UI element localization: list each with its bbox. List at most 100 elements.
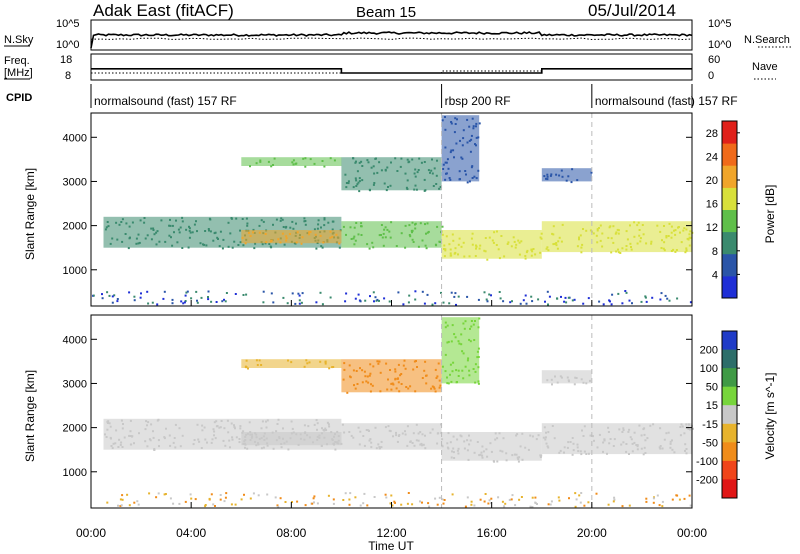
velocity-echo-band-speckle xyxy=(635,444,638,446)
power-echo-band-speckle xyxy=(295,222,297,225)
velocity-echo-band-speckle xyxy=(173,437,176,439)
velocity-echo-band-speckle xyxy=(414,390,417,393)
nave-label: Nave xyxy=(752,61,778,73)
velocity-echo-band-speckle xyxy=(276,423,279,425)
power-echo-band-speckle xyxy=(355,185,358,187)
near-range-speckle xyxy=(621,302,624,305)
power-echo-band-speckle xyxy=(595,234,598,237)
power-echo-band-speckle xyxy=(555,242,558,244)
power-echo-band-speckle xyxy=(436,159,438,162)
velocity-echo-band-speckle xyxy=(424,434,426,437)
power-echo-band-speckle xyxy=(321,160,324,162)
near-range-speckle xyxy=(547,303,549,306)
near-range-speckle xyxy=(451,493,454,496)
velocity-echo-band-speckle xyxy=(572,442,575,445)
power-echo-band-speckle xyxy=(475,136,478,139)
power-echo-band-speckle xyxy=(617,251,620,254)
colorbar-frame xyxy=(721,120,738,299)
velocity-echo-band-speckle xyxy=(150,423,153,426)
power-echo-band-speckle xyxy=(474,255,477,257)
power-echo-band-speckle xyxy=(275,218,278,221)
near-range-speckle xyxy=(362,502,365,505)
near-range-speckle xyxy=(128,291,131,294)
velocity-echo-band-speckle xyxy=(559,449,562,452)
velocity-echo-band-speckle xyxy=(438,379,441,382)
y-tick-label: 1000 xyxy=(63,265,87,277)
power-echo-band-speckle xyxy=(689,230,692,233)
power-echo-band-speckle xyxy=(512,236,515,239)
velocity-echo-band-speckle xyxy=(501,450,504,453)
velocity-echo-band-speckle xyxy=(265,426,268,429)
velocity-echo-band-speckle xyxy=(308,361,311,364)
power-echo-band-speckle xyxy=(459,178,461,181)
near-range-speckle xyxy=(473,504,476,507)
power-echo-band-speckle xyxy=(338,246,341,249)
near-range-speckle xyxy=(101,293,103,296)
velocity-echo-band-speckle xyxy=(201,424,204,427)
velocity-echo-band-speckle xyxy=(622,441,625,444)
power-echo-band-speckle xyxy=(581,243,584,246)
near-range-speckle xyxy=(442,301,445,304)
near-range-speckle xyxy=(520,496,523,498)
power-echo-band-speckle xyxy=(116,238,119,241)
near-range-speckle xyxy=(497,496,500,499)
near-range-speckle xyxy=(479,498,482,501)
power-echo-band-speckle xyxy=(329,157,332,160)
velocity-echo-band-speckle xyxy=(608,442,611,445)
near-range-speckle xyxy=(121,498,124,501)
velocity-echo-band-speckle xyxy=(218,426,221,429)
power-echo-band-speckle xyxy=(457,253,459,256)
near-range-speckle xyxy=(466,496,469,499)
nsky-panel: N.Sky 10^5 10^0 10^5 10^0 N.Search xyxy=(4,18,793,51)
velocity-echo-band-speckle xyxy=(327,423,330,426)
velocity-echo-band-speckle xyxy=(357,426,360,429)
velocity-echo-band-speckle xyxy=(212,428,215,431)
power-echo-band-speckle xyxy=(444,161,447,164)
near-range-speckle xyxy=(582,302,585,305)
power-echo-band-speckle xyxy=(396,170,399,172)
freq-panel: Freq. [MHz] 18 8 60 0 Nave xyxy=(4,53,778,82)
x-tick-label: 00:00 xyxy=(677,526,707,540)
velocity-echo-band-speckle xyxy=(420,442,423,445)
velocity-echo-band-speckle xyxy=(640,447,643,450)
near-range-speckle xyxy=(556,297,558,300)
near-range-speckle xyxy=(531,496,534,499)
velocity-echo-band-speckle xyxy=(219,426,222,429)
power-echo-band-speckle xyxy=(423,178,426,181)
velocity-echo-band-speckle xyxy=(200,447,203,449)
near-range-speckle xyxy=(319,291,322,294)
velocity-echo-band-speckle xyxy=(468,369,471,372)
near-range-speckle xyxy=(282,296,285,299)
near-range-speckle xyxy=(116,298,119,300)
power-echo-band-speckle xyxy=(639,237,642,240)
power-echo-band-speckle xyxy=(253,247,256,250)
velocity-echo-band-speckle xyxy=(306,362,309,365)
velocity-echo-band-speckle xyxy=(235,436,238,439)
power-echo-band-speckle xyxy=(138,241,141,244)
velocity-echo-band-speckle xyxy=(447,340,450,343)
velocity-echo-band-speckle xyxy=(248,421,251,424)
power-echo-band-speckle xyxy=(212,239,215,242)
velocity-echo-band-speckle xyxy=(400,373,403,375)
velocity-echo-band-speckle xyxy=(472,368,475,370)
power-echo-band-speckle xyxy=(107,225,110,228)
power-echo-band-speckle xyxy=(417,245,420,248)
velocity-echo-band-speckle xyxy=(450,340,453,343)
velocity-echo-band-speckle xyxy=(455,369,458,372)
near-range-speckle xyxy=(675,494,678,497)
near-range-speckle xyxy=(383,297,386,300)
power-echo-band-speckle xyxy=(474,143,476,146)
power-echo-band-speckle xyxy=(444,146,447,149)
nsky-trace xyxy=(90,31,693,49)
velocity-echo-band-speckle xyxy=(397,381,400,384)
velocity-echo-band-speckle xyxy=(613,438,616,441)
power-echo-band-speckle xyxy=(478,122,481,125)
power-echo-band-speckle xyxy=(150,238,153,241)
x-tick-label: 04:00 xyxy=(176,526,206,540)
velocity-echo-band-speckle xyxy=(110,437,112,440)
x-tick-label: 12:00 xyxy=(376,526,406,540)
colorbar-segment xyxy=(722,275,737,299)
power-echo-band-speckle xyxy=(614,232,617,235)
velocity-echo-band-speckle xyxy=(266,419,269,422)
power-echo-band-speckle xyxy=(191,231,194,234)
